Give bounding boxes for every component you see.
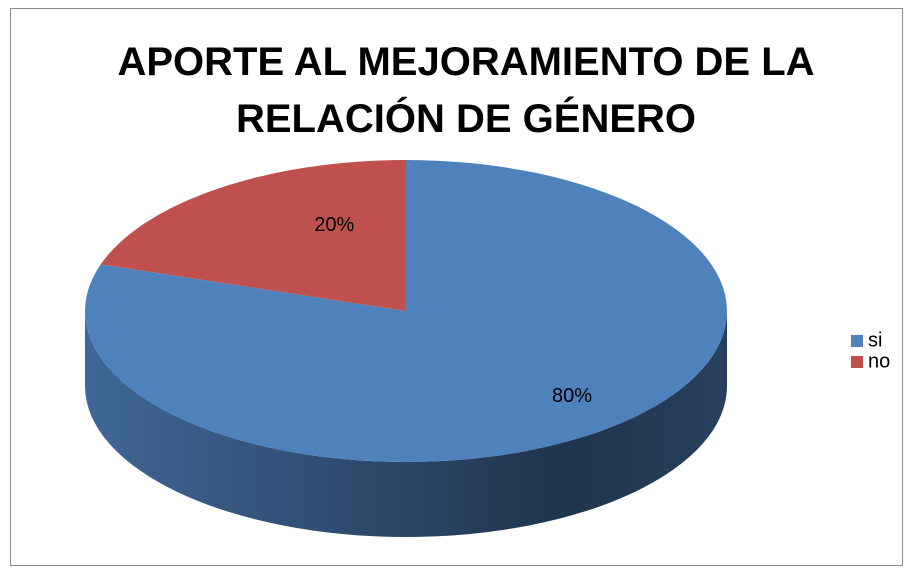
legend-label: si	[868, 329, 882, 351]
data-label: 20%	[314, 214, 354, 236]
legend-label: no	[868, 350, 890, 372]
legend-swatch	[851, 335, 863, 347]
data-label: 80%	[552, 385, 592, 407]
pie-side-shade	[85, 311, 727, 537]
pie-slice	[100, 160, 406, 311]
legend-swatch	[851, 356, 863, 368]
chart-title: APORTE AL MEJORAMIENTO DE LA RELACIÓN DE…	[117, 40, 815, 141]
